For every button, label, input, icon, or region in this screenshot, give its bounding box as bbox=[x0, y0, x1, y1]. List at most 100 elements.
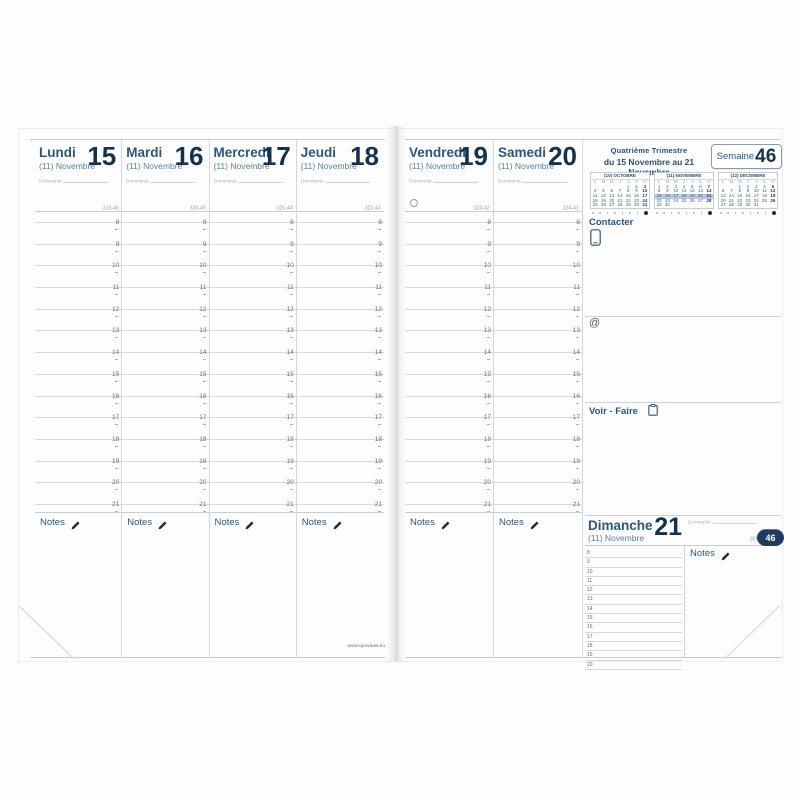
contacter-label: Contacter bbox=[589, 217, 634, 228]
hour-label: 18 bbox=[483, 435, 491, 443]
hour-label: 9 bbox=[378, 240, 382, 248]
hour-label: 18 bbox=[374, 435, 382, 443]
pen-icon bbox=[71, 521, 80, 530]
mini-calendar-day: 30 bbox=[664, 202, 670, 208]
sunday-header-rule bbox=[585, 545, 767, 546]
half-hour-mark bbox=[115, 424, 119, 426]
day-header: Vendredi 19 (11) Novembre Dominante 323-… bbox=[405, 140, 493, 212]
hour-row: 16 bbox=[585, 623, 682, 633]
hour-label: 18 bbox=[286, 435, 294, 443]
weekday-letter: L bbox=[593, 179, 597, 184]
weekday-letter: D bbox=[771, 179, 775, 184]
mini-calendar-day bbox=[680, 203, 688, 208]
mini-calendar-day: 27 bbox=[609, 202, 615, 208]
hour-label: 19 bbox=[286, 457, 294, 465]
hour-label: 17 bbox=[199, 414, 207, 422]
mini-calendar-day: 10 bbox=[753, 188, 759, 194]
contact-divider bbox=[585, 316, 781, 317]
half-hour-mark bbox=[576, 337, 579, 339]
mini-calendar-day: 6 bbox=[699, 183, 702, 189]
hour-label: 14 bbox=[112, 349, 120, 357]
mini-calendar-day: 14 bbox=[728, 193, 734, 199]
hour-row: 11 bbox=[35, 284, 122, 309]
footer-dot bbox=[599, 212, 601, 214]
hour-row: 9 bbox=[405, 241, 493, 266]
mini-calendar-day: 7 bbox=[730, 188, 733, 194]
mini-calendar-day: 22 bbox=[625, 197, 631, 203]
hour-row: 9 bbox=[209, 241, 296, 266]
footer-dot bbox=[614, 212, 616, 214]
hour-label: 15 bbox=[112, 370, 120, 378]
half-hour-mark bbox=[378, 380, 381, 382]
half-hour-mark bbox=[202, 467, 206, 469]
hour-label: 17 bbox=[374, 414, 382, 422]
hour-row: 15 bbox=[209, 371, 296, 396]
hour-label: 13 bbox=[199, 327, 207, 335]
mini-calendar-day: 12 bbox=[600, 193, 606, 199]
hour-row: 16 bbox=[122, 392, 209, 418]
notes-section: Notes bbox=[494, 512, 582, 657]
half-hour-mark bbox=[487, 402, 490, 404]
half-hour-mark bbox=[576, 489, 579, 491]
mini-calendar-day: 30 bbox=[634, 202, 640, 208]
checklist-icon bbox=[648, 404, 658, 416]
footer-dot bbox=[636, 212, 639, 214]
hour-label: 10 bbox=[572, 262, 580, 270]
right-corner-perforation bbox=[725, 605, 780, 659]
mini-calendar-day: 24 bbox=[753, 197, 759, 203]
sunday-divider bbox=[585, 515, 781, 516]
mini-calendar: (11) NOVEMBRE L M M J V S D 1 2 3 4 5 6 7 8 9 10 11 12 13 14 1… bbox=[654, 172, 714, 210]
hour-label: 19 bbox=[374, 457, 382, 465]
hour-label: 8 bbox=[115, 219, 120, 226]
mini-calendar-day: 23 bbox=[664, 197, 670, 203]
half-hour-mark bbox=[487, 489, 490, 491]
hour-row: 18 bbox=[209, 435, 296, 461]
mini-calendar-day bbox=[672, 203, 680, 208]
hour-label: 17 bbox=[112, 414, 120, 422]
week-number-box: Semaine 46 bbox=[711, 144, 782, 169]
notes-section: Notes bbox=[296, 512, 384, 657]
day-name: Lundi bbox=[39, 145, 76, 160]
mini-calendar-day: 17 bbox=[753, 193, 759, 199]
hour-label: 16 bbox=[572, 392, 580, 400]
notes-section: Notes bbox=[209, 512, 296, 657]
hour-row: 10 bbox=[494, 262, 582, 287]
hour-row: 16 bbox=[35, 393, 122, 418]
sunday-hour-grid: 8 9 10 11 12 13 14 15 16 17 18 19 20 bbox=[585, 549, 682, 670]
half-hour-mark bbox=[378, 445, 381, 447]
mini-calendar-day: 6 bbox=[721, 188, 725, 194]
hour-row: 11 bbox=[494, 284, 582, 309]
hour-row: 10 bbox=[296, 262, 384, 287]
hour-label: 14 bbox=[199, 349, 207, 357]
weekday-letter: V bbox=[690, 179, 694, 184]
footer-dot bbox=[592, 212, 594, 214]
pen-icon bbox=[530, 521, 539, 530]
mini-calendar-november: (11) NOVEMBRE L M M J V S D 1 2 3 4 5 6 7 8 9 10 11 12 13 14 1… bbox=[654, 172, 714, 216]
hour-label: 8 bbox=[202, 219, 207, 226]
hour-row: 18 bbox=[122, 436, 209, 461]
mini-calendar-day: 20 bbox=[696, 193, 705, 199]
half-hour-mark bbox=[576, 250, 579, 252]
hour-row: 13 bbox=[494, 327, 582, 352]
hour-row: 14 bbox=[122, 349, 209, 374]
hour-label: 16 bbox=[199, 392, 207, 400]
mini-calendar-day: 4 bbox=[682, 183, 686, 189]
hour-row: 9 bbox=[296, 240, 384, 266]
notes-section: Notes bbox=[122, 512, 209, 657]
footer-dot bbox=[727, 212, 729, 214]
hour-row: 11 bbox=[122, 284, 209, 309]
mini-calendar-day: 24 bbox=[673, 197, 679, 203]
weekday-letter: M bbox=[665, 179, 670, 184]
weekday-letter: L bbox=[657, 179, 661, 184]
half-hour-mark bbox=[487, 380, 490, 382]
day-month: (11) Novembre bbox=[498, 161, 555, 171]
mini-calendar-grid: L M M J V S D 1 2 3 4 5 6 7 8 9 10 11 12 13 14 15 16 17 18 19 20 21… bbox=[591, 179, 649, 208]
left-page-bottom-edge bbox=[18, 661, 392, 662]
dominante-line bbox=[522, 178, 568, 183]
half-hour-mark bbox=[289, 229, 293, 230]
day-header: Samedi 20 (11) Novembre Dominante 324-41 bbox=[494, 140, 582, 212]
hour-row: 18 bbox=[35, 436, 122, 461]
hour-label: 19 bbox=[587, 652, 593, 659]
hour-row: 21 bbox=[405, 501, 493, 526]
hour-label: 20 bbox=[112, 479, 120, 487]
